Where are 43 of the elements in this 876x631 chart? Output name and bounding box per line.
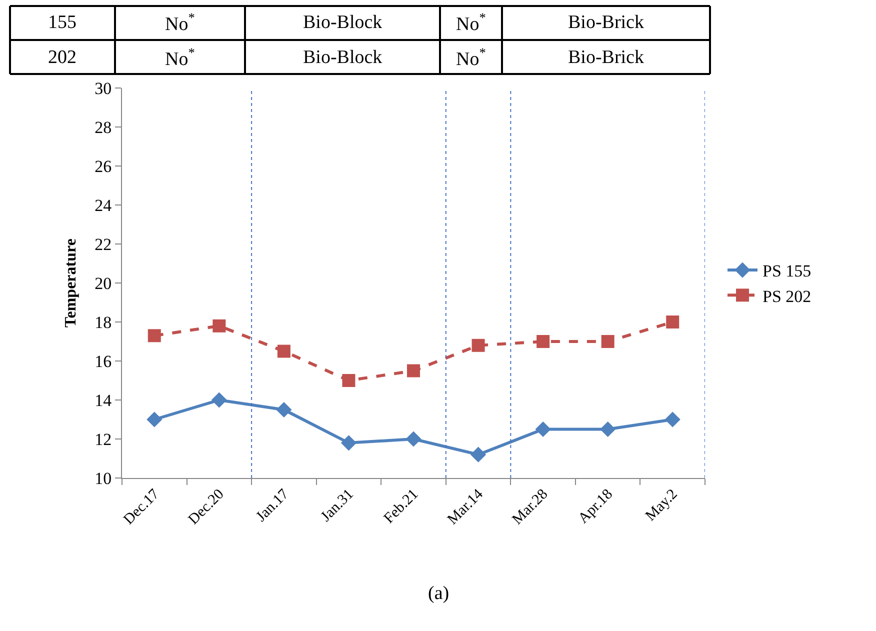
text: No$^{*}$	[165, 45, 196, 70]
text: Bio-Brick	[568, 47, 644, 68]
point	[470, 446, 486, 462]
text: (a)	[428, 583, 450, 604]
point	[212, 319, 226, 332]
y-tick-label: 14	[94, 390, 112, 410]
point	[601, 335, 614, 348]
point	[146, 412, 162, 428]
point	[407, 364, 420, 378]
y-tick-label: 24	[94, 196, 112, 215]
point	[600, 421, 616, 438]
legend-label: PS 155	[762, 262, 812, 281]
y-tick-label: 28	[94, 118, 112, 137]
y-axis-title: Temperature	[62, 238, 80, 328]
legend-label: PS 202	[762, 286, 812, 306]
text: 155	[48, 12, 76, 33]
point	[536, 335, 550, 348]
y-tick-label: 10	[94, 468, 112, 488]
text: 202	[48, 47, 76, 68]
point	[211, 392, 227, 408]
y-tick-label: 20	[94, 274, 112, 293]
text: No$^{*}$	[456, 10, 486, 35]
text: Bio-Brick	[568, 12, 644, 33]
point	[535, 421, 551, 438]
y-tick-label: 22	[94, 234, 112, 254]
text: Bio-Block	[303, 12, 383, 33]
y-tick-label: 12	[94, 430, 112, 449]
y-tick-label: 30	[94, 78, 112, 98]
point	[148, 329, 161, 342]
point	[666, 316, 680, 328]
point	[664, 412, 680, 428]
text: No$^{*}$	[456, 45, 486, 70]
point	[276, 402, 292, 418]
y-tick-label: 18	[94, 312, 112, 332]
y-tick-label: 16	[94, 352, 112, 371]
point	[472, 338, 485, 352]
y-tick-label: 26	[94, 156, 112, 176]
text: Bio-Block	[303, 47, 383, 68]
point	[277, 344, 290, 358]
point	[340, 435, 357, 451]
point	[342, 374, 356, 387]
text: No$^{*}$	[165, 10, 196, 35]
point	[406, 431, 422, 447]
